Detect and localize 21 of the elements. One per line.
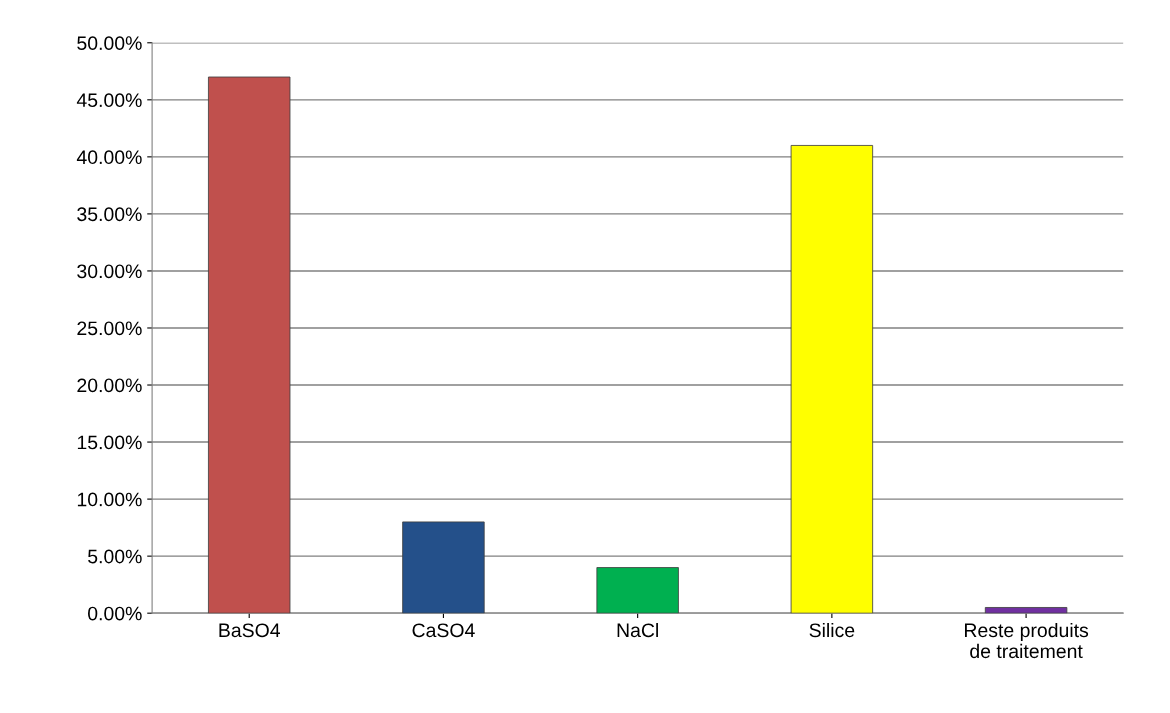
y-tick-label: 35.00% <box>77 207 142 222</box>
x-tick-label: Silice <box>809 622 855 638</box>
y-tick-label: 25.00% <box>77 321 142 336</box>
x-tick-label: BaSO4 <box>219 623 280 638</box>
bar <box>984 607 1068 614</box>
bar <box>596 567 679 614</box>
y-tick-label: 20.00% <box>77 378 142 393</box>
y-tick-label: 30.00% <box>77 264 142 279</box>
x-tick-label: Reste produits de traitement <box>965 622 1089 659</box>
x-tick-label: CaSO4 <box>412 623 475 638</box>
y-tick-label: 15.00% <box>77 435 142 450</box>
x-tick-label: NaCl <box>617 622 658 638</box>
y-tick-label: 0.00% <box>88 606 142 621</box>
bar <box>402 521 485 614</box>
bar <box>790 145 874 614</box>
y-tick-label: 40.00% <box>76 150 142 165</box>
y-tick-label: 5.00% <box>88 549 142 564</box>
y-tick-label: 50.00% <box>77 36 142 51</box>
y-tick-label: 10.00% <box>77 492 142 507</box>
y-tick-label: 45.00% <box>76 93 142 108</box>
bar <box>208 76 291 614</box>
